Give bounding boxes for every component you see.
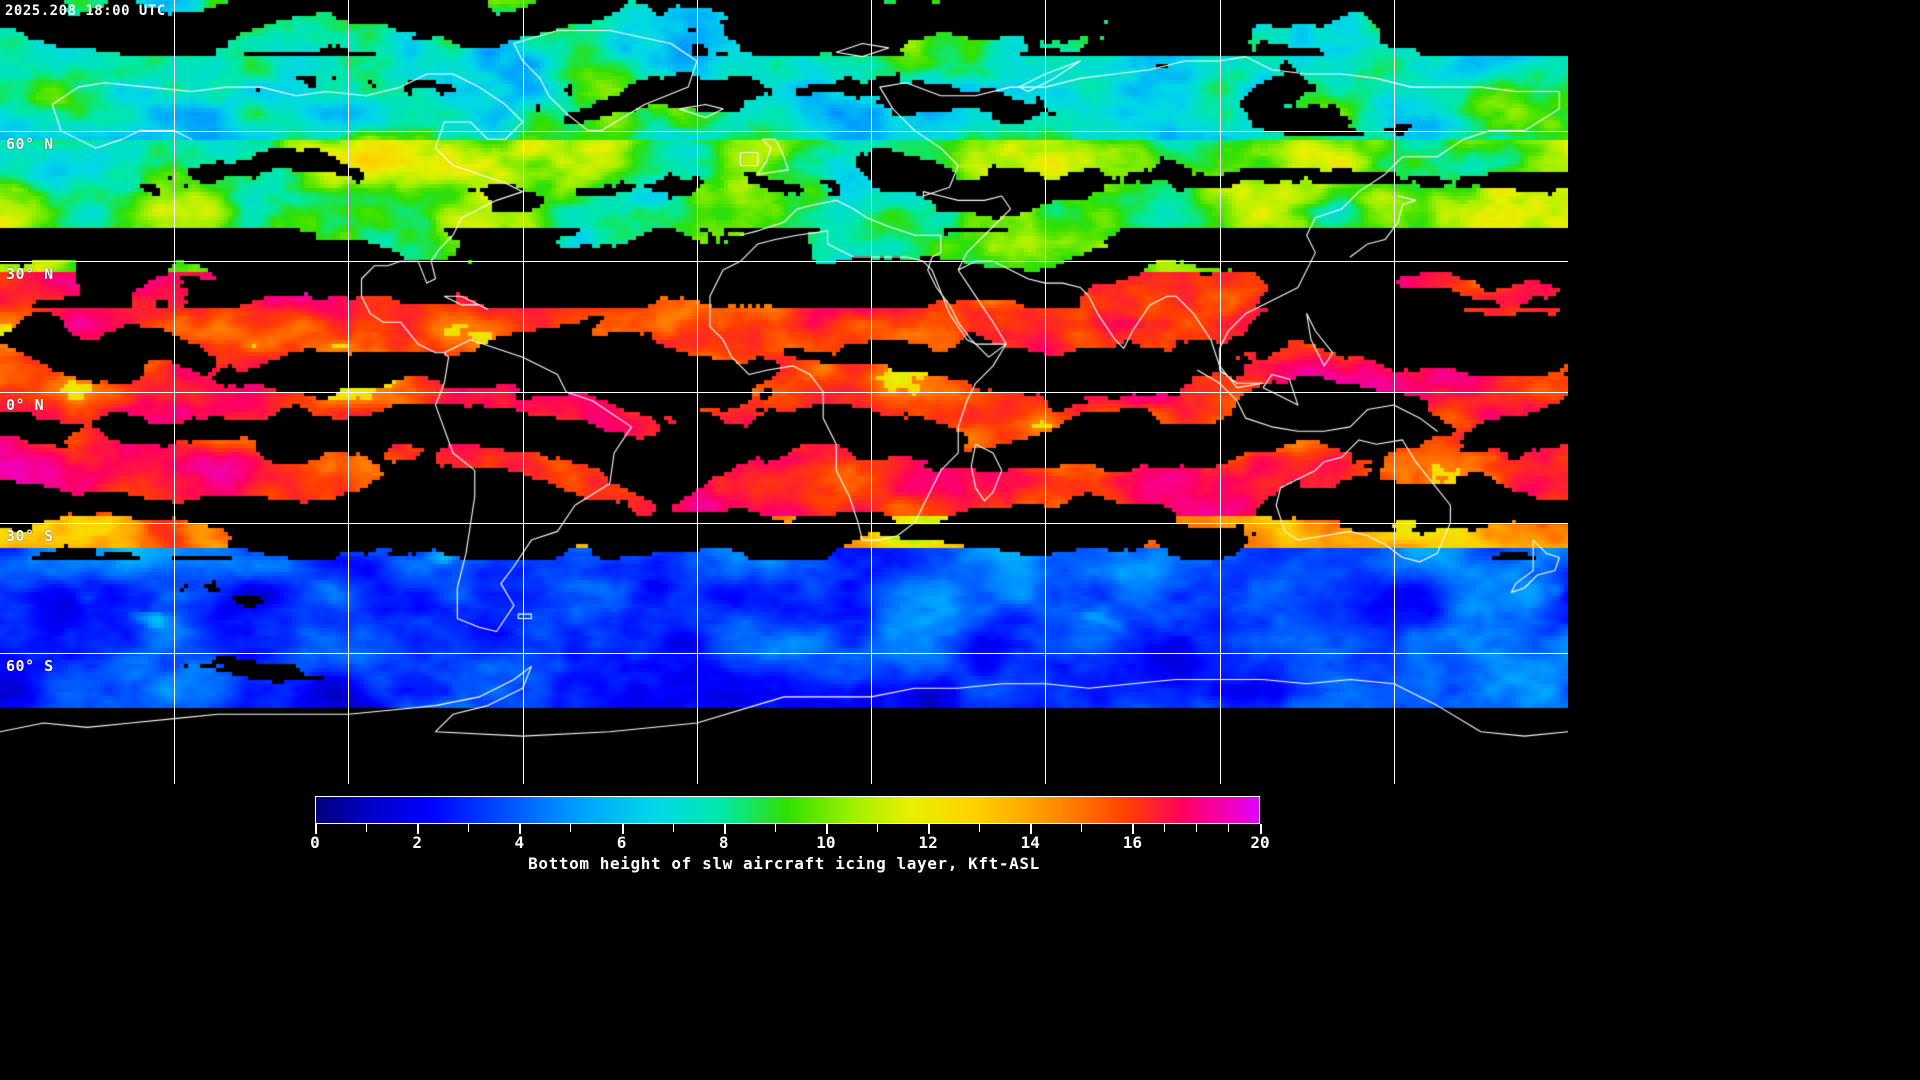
colorbar-minor-tick-11 xyxy=(876,824,878,832)
colorbar-minor-tick-17 xyxy=(1164,824,1166,832)
colorbar-minor-tick-9 xyxy=(774,824,776,832)
colorbar-tick-20 xyxy=(1260,824,1262,834)
colorbar-tick-0 xyxy=(315,824,317,834)
colorbar-tick-label-10: 10 xyxy=(816,833,836,852)
colorbar-minor-tick-1 xyxy=(366,824,368,832)
global-map[interactable]: 60° N 30° N 0° N 30° S 60° S 2025.208 18:00 … xyxy=(0,0,1568,784)
colorbar-tick-6 xyxy=(621,824,624,834)
timestamp-label: 2025.208 18:00 UTC xyxy=(5,3,166,19)
colorbar-minor-tick-5 xyxy=(570,824,572,832)
colorbar-minor-tick-3 xyxy=(468,824,470,832)
colorbar-minor-tick-19 xyxy=(1228,824,1230,832)
colorbar-tick-label-14: 14 xyxy=(1020,833,1040,852)
colorbar-tick-label-4: 4 xyxy=(514,833,525,852)
colorbar-panel: 0 2 4 6 8 10 12 14 16 20 Bottom height of slw air… xyxy=(0,784,1568,880)
colorbar-tick-12 xyxy=(928,824,931,834)
lat-label-4: 60° S xyxy=(6,657,54,676)
colorbar-tick-14 xyxy=(1030,824,1033,834)
colorbar-minor-tick-13 xyxy=(979,824,981,832)
colorbar-tick-label-6: 6 xyxy=(616,833,627,852)
colorbar-tick-label-12: 12 xyxy=(918,833,938,852)
colorbar-tick-2 xyxy=(417,824,420,834)
colorbar-tick-4 xyxy=(519,824,522,834)
colorbar-gradient xyxy=(315,796,1260,824)
map-data-canvas[interactable] xyxy=(0,0,1568,784)
lat-label-1: 30° N xyxy=(6,265,54,284)
colorbar-tick-labels: 0 2 4 6 8 10 12 14 16 20 xyxy=(310,833,1269,853)
lat-label-3: 30° S xyxy=(6,526,54,545)
colorbar-minor-tick-18 xyxy=(1196,824,1198,832)
colorbar-tick-label-0: 0 xyxy=(310,833,320,852)
colorbar-tick-label-2: 2 xyxy=(412,833,422,852)
colorbar-title: Bottom height of slw aircraft icing laye… xyxy=(528,854,1040,873)
colorbar-ticks xyxy=(315,824,1262,834)
colorbar-tick-10 xyxy=(825,824,828,834)
colorbar-tick-8 xyxy=(723,824,726,834)
colorbar-tick-label-16: 16 xyxy=(1122,833,1143,852)
colorbar-tick-label-8: 8 xyxy=(718,833,729,852)
colorbar-minor-tick-7 xyxy=(672,824,674,832)
lat-label-0: 60° N xyxy=(6,134,54,153)
lat-label-2: 0° N xyxy=(6,396,45,414)
colorbar-tick-label-20: 20 xyxy=(1250,833,1270,852)
visualization-root: 60° N 30° N 0° N 30° S 60° S 2025.208 18:00 … xyxy=(0,0,1568,880)
colorbar-tick-16 xyxy=(1132,824,1135,834)
colorbar-minor-tick-15 xyxy=(1081,824,1083,832)
